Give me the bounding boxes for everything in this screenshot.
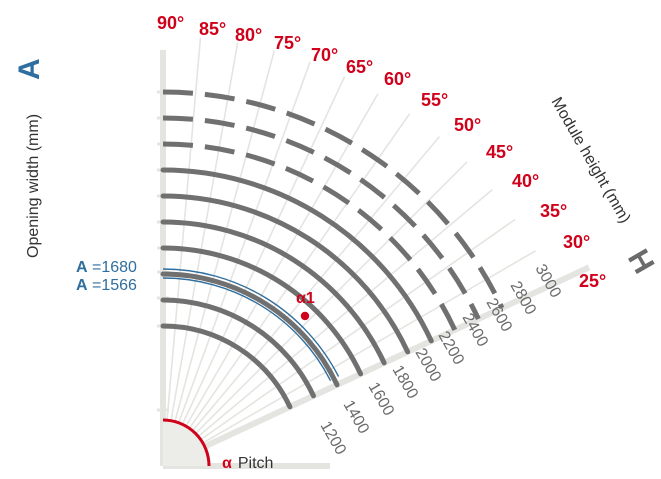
ray-40 <box>162 188 493 467</box>
module-height-label-2200: 2200 <box>435 329 468 368</box>
marker-1-eq: = <box>88 259 102 276</box>
pitch-label: α Pitch <box>222 455 273 472</box>
angle-label-75: 75° <box>274 33 301 53</box>
pitch-arc <box>162 418 211 467</box>
angle-label-85: 85° <box>199 19 226 39</box>
arc-2400 <box>160 167 434 344</box>
angle-label-70: 70° <box>311 45 338 65</box>
arc-3000 <box>162 89 505 309</box>
marker-1-letter: A <box>76 259 88 276</box>
module-height-label-2800: 2800 <box>507 279 540 318</box>
ray-25 <box>161 264 591 469</box>
module-height-label-1600: 1600 <box>365 380 398 419</box>
arc-1600 <box>160 271 340 388</box>
arc-1200 <box>160 323 293 410</box>
angle-label-80: 80° <box>235 25 262 45</box>
opening-width-axis-letter: A <box>13 58 46 80</box>
angle-label-55: 55° <box>421 90 448 110</box>
angle-label-40: 40° <box>512 171 539 191</box>
angle-label-65: 65° <box>346 57 373 77</box>
ray-85 <box>162 37 202 467</box>
module-height-label-2000: 2000 <box>412 346 445 385</box>
opening-arc-2 <box>162 277 332 381</box>
marker-2-letter: A <box>76 277 88 294</box>
arc-2200 <box>160 193 411 355</box>
marker-2-eq: = <box>88 277 102 294</box>
opening-arc-1 <box>162 268 340 377</box>
ray-45 <box>162 161 468 467</box>
ray-60 <box>162 93 379 467</box>
pitch-symbol: α <box>222 455 232 472</box>
module-height-label-1200: 1200 <box>317 419 350 458</box>
angle-label-25: 25° <box>579 271 606 291</box>
angle-label-60: 60° <box>384 69 411 89</box>
ray-75 <box>162 50 276 467</box>
pitch-indicator <box>162 418 211 467</box>
arc-1800 <box>160 245 364 377</box>
pitch-wedge <box>163 420 209 466</box>
opening-width-marker-1: A =1680 <box>76 259 137 276</box>
angle-label-50: 50° <box>454 115 481 135</box>
module-height-label-1800: 1800 <box>389 363 422 402</box>
arc-1400 <box>160 297 316 399</box>
ray-30 <box>162 250 536 467</box>
ray-50 <box>162 136 441 467</box>
ray-70 <box>162 61 311 467</box>
angle-label-35: 35° <box>540 201 567 221</box>
ray-35 <box>162 218 516 467</box>
opening-width-axis-label: Opening width (mm) <box>25 114 42 258</box>
arc-2600 <box>162 141 458 331</box>
ray-65 <box>162 75 346 467</box>
angle-label-45: 45° <box>486 142 513 162</box>
alpha1-point <box>300 311 310 321</box>
module-height-label-1400: 1400 <box>340 398 373 437</box>
angle-label-90: 90° <box>157 13 184 33</box>
marker-2-value: 1566 <box>101 277 137 294</box>
angle-label-30: 30° <box>563 232 590 252</box>
ray-55 <box>162 113 411 467</box>
opening-width-arcs <box>162 268 340 381</box>
opening-width-marker-2: A =1566 <box>76 277 137 294</box>
module-height-axis-letter: H <box>621 244 660 279</box>
alpha1-label: α1 <box>296 290 315 307</box>
marker-1-value: 1680 <box>101 259 137 276</box>
ray-80 <box>162 42 239 467</box>
pitch-text: Pitch <box>238 455 274 472</box>
arc-2000 <box>160 219 387 366</box>
arc-2800 <box>162 115 481 320</box>
module-height-arcs <box>160 89 505 410</box>
